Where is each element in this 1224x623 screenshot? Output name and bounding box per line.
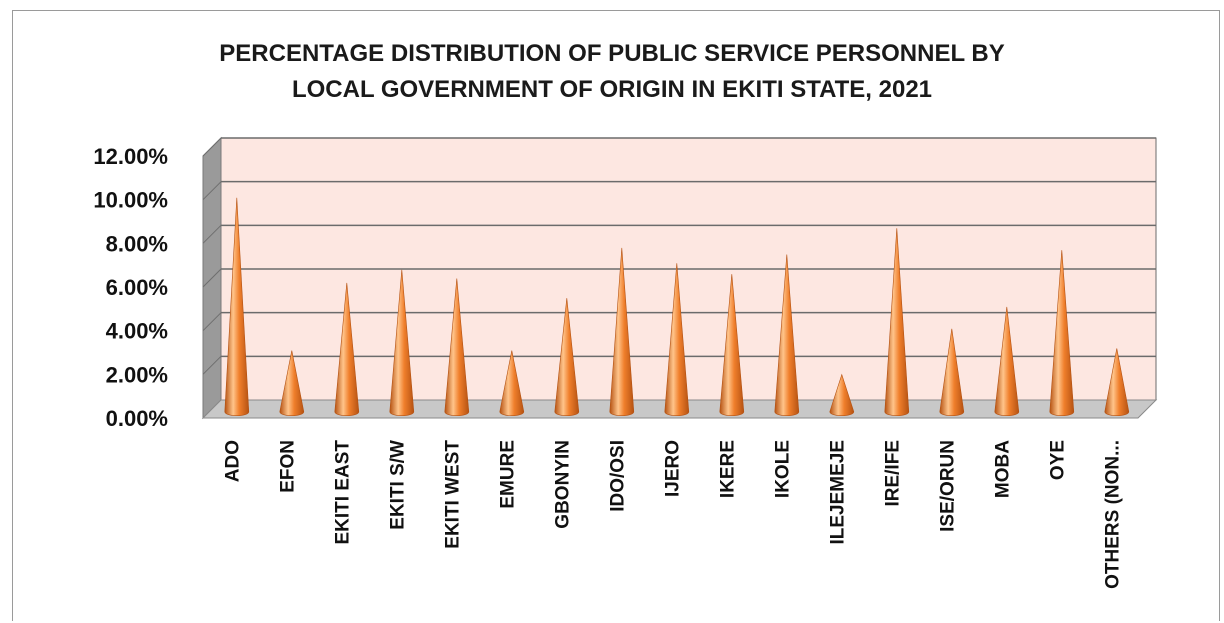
y-tick-label: 12.00% (93, 144, 168, 169)
x-tick-label: EFON (278, 440, 299, 493)
y-tick-label: 8.00% (106, 231, 168, 256)
bar-cone (279, 350, 305, 416)
bar (609, 247, 635, 416)
x-tick-label: EKITI WEST (443, 440, 464, 549)
x-tick-label: OTHERS (NON... (1103, 440, 1124, 589)
x-tick-label: OYE (1048, 440, 1069, 480)
gridline-side (202, 355, 222, 375)
bar-cone (499, 350, 525, 416)
x-tick-label: EMURE (498, 440, 519, 509)
x-tick-label: IDO/OSI (608, 440, 629, 512)
bar (1049, 250, 1075, 416)
bar (444, 278, 470, 416)
bar-cone (389, 269, 415, 416)
bar (884, 228, 910, 416)
chart-title: PERCENTAGE DISTRIBUTION OF PUBLIC SERVIC… (219, 40, 1005, 103)
y-tick-label: 4.00% (106, 319, 168, 344)
y-tick-label: 10.00% (93, 188, 168, 213)
bar-cone (554, 298, 580, 416)
gridline-side (202, 224, 222, 244)
bar-cone (774, 254, 800, 416)
bar-cone (1104, 348, 1130, 416)
bar (224, 197, 250, 416)
x-tick-label: IKOLE (773, 440, 794, 498)
bar-cone (1049, 250, 1075, 416)
x-tick-label: GBONYIN (553, 440, 574, 529)
bar-cone (994, 306, 1020, 416)
bar (334, 282, 360, 416)
bar-cone (609, 247, 635, 416)
x-tick-label: IKERE (718, 440, 739, 498)
x-tick-label: IJERO (663, 440, 684, 497)
bar (499, 350, 525, 416)
bar-cone (224, 197, 250, 416)
bar-cone (334, 282, 360, 416)
bar (994, 306, 1020, 416)
bar (939, 328, 965, 416)
y-tick-label: 2.00% (106, 362, 168, 387)
y-tick-label: 0.00% (106, 406, 168, 431)
plot-area (201, 136, 1158, 420)
x-tick-label: EKITI EAST (333, 440, 354, 545)
bar-cone (884, 228, 910, 416)
bar (1104, 348, 1130, 416)
bar (554, 298, 580, 416)
gridline-side (202, 137, 222, 157)
bar-cone (939, 328, 965, 416)
bar (664, 263, 690, 416)
bar (279, 350, 305, 416)
bar-cone (664, 263, 690, 416)
bar (774, 254, 800, 416)
x-tick-label: ADO (223, 440, 244, 482)
x-tick-label: MOBA (993, 440, 1014, 498)
gridline-side (202, 181, 222, 201)
gridline-side (202, 268, 222, 288)
y-axis: 0.00% 2.00% 4.00% 6.00% 8.00% 10.00% 12.00% (93, 144, 168, 431)
x-tick-label: IRE/IFE (883, 440, 904, 507)
bar-cone (444, 278, 470, 416)
bar (719, 274, 745, 416)
x-tick-label: ILEJEMEJE (828, 440, 849, 545)
x-axis: ADO EFON EKITI EAST EKITI S/W EKITI WEST EMUR… (223, 440, 1124, 589)
x-tick-label: EKITI S/W (388, 440, 409, 530)
chart-frame (12, 10, 1220, 621)
bar-cone (829, 373, 855, 416)
bars (224, 197, 1130, 416)
gridline-side (202, 312, 222, 332)
bar (389, 269, 415, 416)
bar-cone (719, 274, 745, 416)
y-tick-label: 6.00% (106, 275, 168, 300)
x-tick-label: ISE/ORUN (938, 440, 959, 532)
bar (829, 373, 855, 416)
